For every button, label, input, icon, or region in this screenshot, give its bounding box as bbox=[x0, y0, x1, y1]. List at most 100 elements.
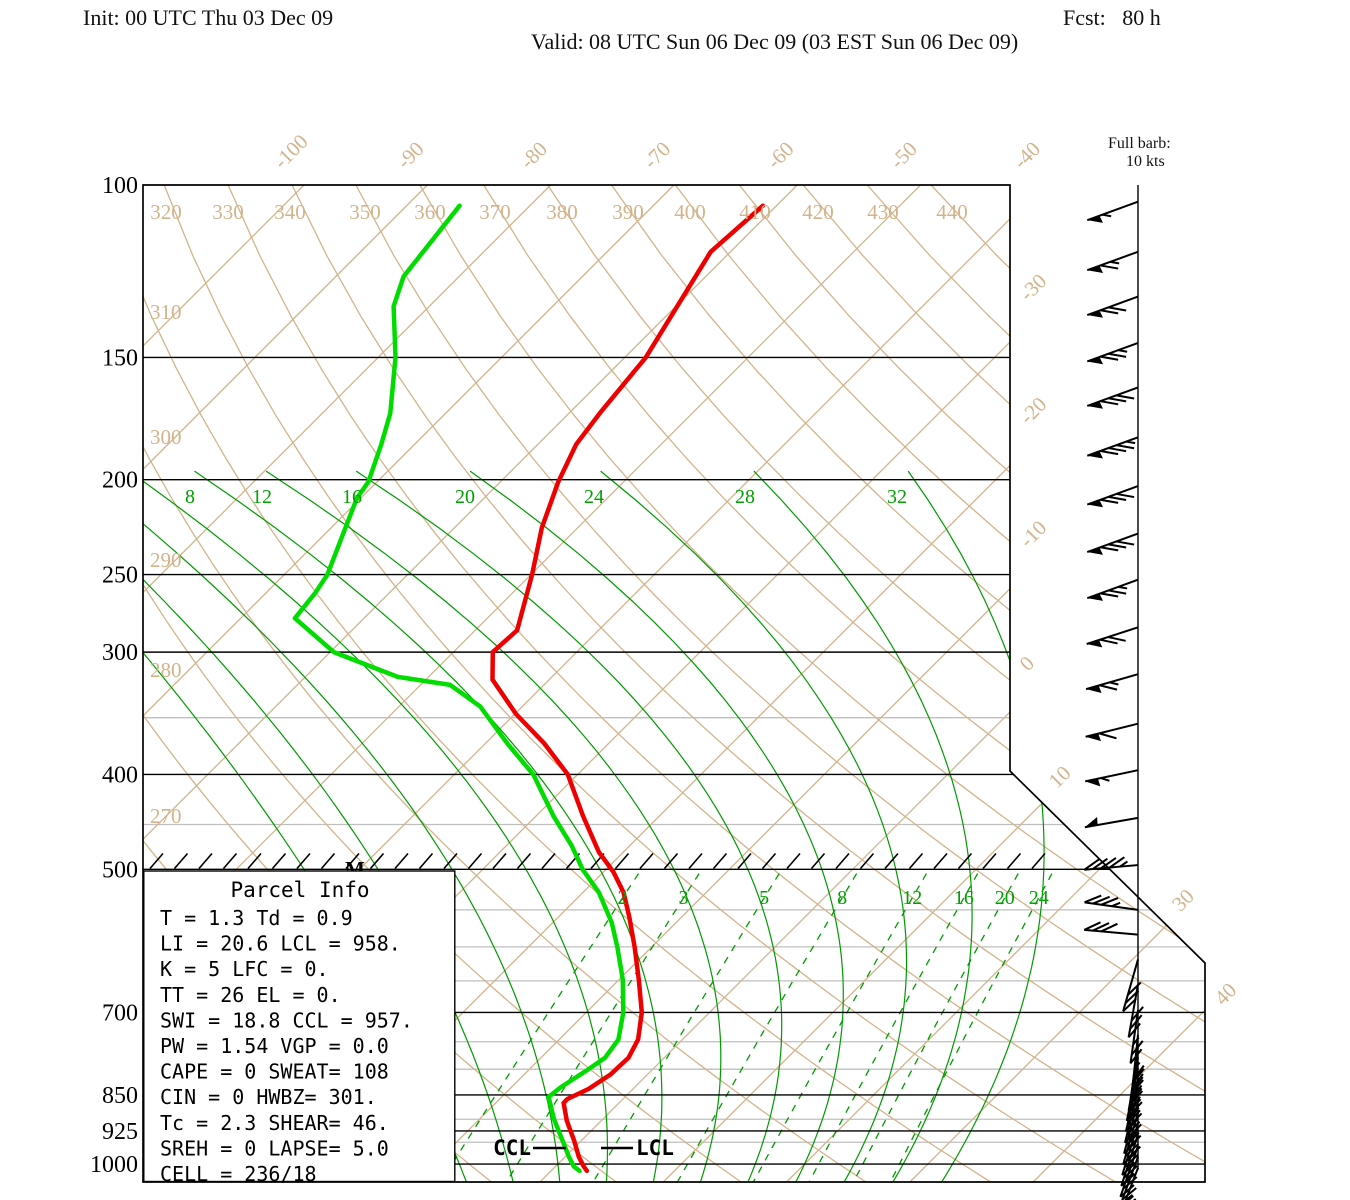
barb-pennant bbox=[1087, 451, 1104, 459]
parcel-info-row: SREH = 0 LAPSE= 5.0 bbox=[160, 1136, 389, 1160]
moist-adiabat bbox=[143, 470, 609, 1182]
barb-full bbox=[1100, 922, 1118, 933]
wind-barb bbox=[1086, 485, 1139, 508]
isotherm-label: 0 bbox=[1015, 651, 1039, 675]
hatch-tick bbox=[271, 852, 287, 870]
mixing-ratio-label: 20 bbox=[995, 887, 1015, 909]
hatch-tick bbox=[884, 852, 899, 870]
isotherm-label: -60 bbox=[762, 137, 799, 174]
dewpoint-profile-line bbox=[292, 203, 626, 1174]
barb-full bbox=[1116, 492, 1135, 499]
mixing-ratio-label: 2 bbox=[618, 887, 628, 909]
pressure-tick-label: 850 bbox=[102, 1083, 138, 1109]
barb-staff bbox=[1085, 722, 1139, 738]
dry-adiabat-label: 310 bbox=[150, 300, 182, 324]
barb-full bbox=[1108, 352, 1127, 358]
barb-half bbox=[1110, 260, 1120, 265]
barb-pennant bbox=[1087, 500, 1104, 508]
hatch-tick bbox=[688, 852, 703, 870]
barb-full bbox=[1116, 444, 1135, 450]
hatch-tick bbox=[247, 852, 262, 870]
barb-pennant bbox=[1086, 639, 1103, 648]
barb-pennant bbox=[1087, 593, 1104, 601]
wind-barb bbox=[1086, 386, 1139, 409]
pressure-tick-label: 500 bbox=[102, 857, 138, 883]
barb-full bbox=[1100, 449, 1119, 456]
barb-full bbox=[1108, 306, 1127, 312]
barb-half bbox=[1109, 681, 1119, 686]
isotherm-label: -20 bbox=[1015, 392, 1052, 429]
dry-adiabat-label: 370 bbox=[479, 200, 511, 224]
dry-adiabat bbox=[355, 185, 1205, 1182]
mixing-ratio-line bbox=[850, 873, 1019, 1182]
moist-adiabat bbox=[753, 470, 973, 1182]
wind-barb bbox=[1085, 722, 1139, 742]
wind-barb bbox=[1086, 578, 1139, 601]
dry-adiabat bbox=[930, 185, 1205, 1182]
barb-full bbox=[1092, 895, 1111, 905]
barb-full bbox=[1099, 684, 1118, 691]
barb-full bbox=[1122, 998, 1137, 1013]
mixing-ratio-label: 3 bbox=[679, 887, 689, 909]
hatch-tick bbox=[810, 852, 826, 870]
barb-staff bbox=[1086, 342, 1139, 363]
hatch-tick bbox=[222, 852, 238, 870]
barb-pennant bbox=[1087, 215, 1104, 223]
barb-full bbox=[1121, 1162, 1137, 1176]
hatch-marks-500mb bbox=[149, 852, 1046, 870]
moist-adiabat bbox=[143, 470, 561, 1182]
isotherm-label: -40 bbox=[1008, 137, 1045, 174]
isotherm-label: 10 bbox=[1044, 761, 1076, 793]
isotherm-top-labels: -100 -90 -80 -70 -60 -50 -40 bbox=[269, 129, 1046, 173]
hatch-tick bbox=[173, 852, 189, 870]
init-time-label: Init: 00 UTC Thu 03 Dec 09 bbox=[83, 5, 334, 30]
hatch-tick bbox=[835, 852, 850, 870]
moist-adiabat-label: 28 bbox=[735, 486, 755, 508]
barb-full bbox=[1119, 1184, 1135, 1198]
barb-half bbox=[1126, 440, 1136, 445]
moist-adiabat-label: 12 bbox=[252, 486, 272, 508]
dry-adiabat bbox=[738, 185, 1205, 1182]
barb-full bbox=[1126, 1195, 1134, 1200]
hatch-tick bbox=[859, 852, 875, 870]
barb-full bbox=[1127, 1134, 1142, 1149]
wind-barb bbox=[1083, 921, 1139, 936]
dry-adiabat-label: 290 bbox=[150, 548, 182, 572]
isotherm bbox=[143, 185, 552, 1182]
mixing-ratio-line bbox=[589, 873, 780, 1182]
barb-staff bbox=[1086, 386, 1139, 407]
dry-adiabat-label: 340 bbox=[274, 200, 306, 224]
forecast-hour-label: Fcst: 80 h bbox=[1063, 5, 1161, 30]
mixing-ratio-label: 24 bbox=[1029, 887, 1049, 909]
barb-half bbox=[1118, 585, 1128, 590]
barb-pennant bbox=[1087, 310, 1104, 318]
dry-adiabat bbox=[483, 185, 1205, 1182]
dry-adiabat-label: 320 bbox=[150, 200, 182, 224]
mixing-ratio-line bbox=[806, 873, 979, 1182]
pressure-tick-label: 400 bbox=[102, 762, 138, 788]
barb-full bbox=[1100, 264, 1119, 270]
pressure-tick-label: 200 bbox=[102, 468, 138, 494]
plot-frame bbox=[142, 184, 1206, 1183]
barb-full bbox=[1108, 447, 1127, 453]
barb-full bbox=[1100, 546, 1119, 552]
isotherm-label: -10 bbox=[1015, 515, 1052, 552]
moist-adiabat-label: 24 bbox=[584, 486, 604, 508]
barb-full bbox=[1126, 1145, 1142, 1160]
wind-barb bbox=[1086, 626, 1139, 648]
moist-adiabat-labels: 8 12 16 20 24 28 32 bbox=[185, 486, 907, 508]
barb-full bbox=[1092, 922, 1110, 932]
barb-full bbox=[1100, 897, 1119, 906]
dry-adiabat bbox=[547, 185, 1205, 1182]
isotherm-label: 30 bbox=[1167, 884, 1199, 916]
dry-adiabat bbox=[866, 185, 1205, 1182]
pressure-tick-label: 150 bbox=[102, 345, 138, 371]
dry-adiabat bbox=[143, 185, 999, 1182]
barb-half bbox=[1118, 349, 1128, 353]
barb-full bbox=[1100, 498, 1119, 504]
hatch-tick bbox=[492, 852, 507, 870]
hatch-tick bbox=[345, 852, 360, 870]
barb-full bbox=[1084, 894, 1102, 904]
dry-adiabat bbox=[610, 185, 1205, 1182]
